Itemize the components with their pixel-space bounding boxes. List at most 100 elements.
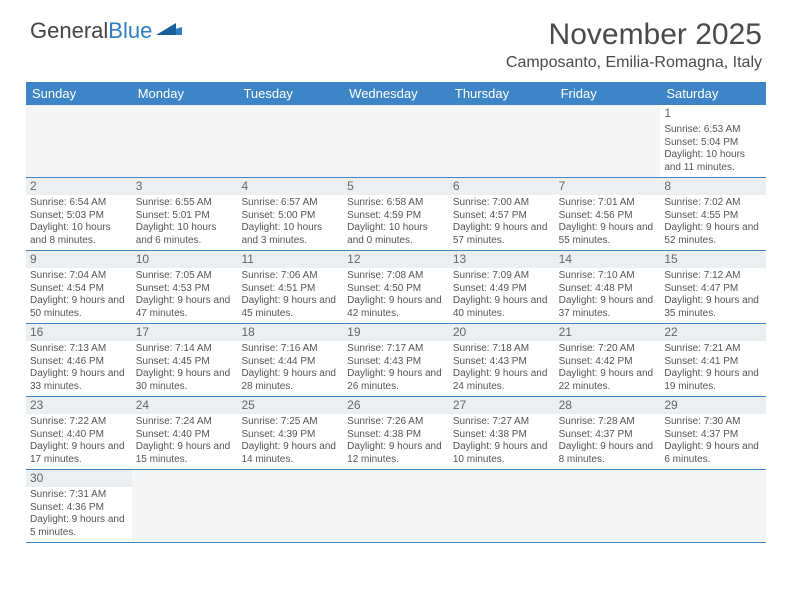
daylight-line: Daylight: 9 hours and 52 minutes. [664, 222, 762, 247]
day-number: 11 [237, 251, 343, 268]
sunrise-line: Sunrise: 7:10 AM [559, 270, 657, 283]
sunset-line: Sunset: 5:04 PM [664, 137, 762, 150]
daylight-line: Daylight: 9 hours and 30 minutes. [136, 368, 234, 393]
daylight-line: Daylight: 9 hours and 8 minutes. [559, 441, 657, 466]
week-row: 30Sunrise: 7:31 AMSunset: 4:36 PMDayligh… [26, 470, 766, 543]
day-cell: 12Sunrise: 7:08 AMSunset: 4:50 PMDayligh… [343, 251, 449, 323]
sunrise-line: Sunrise: 7:16 AM [241, 343, 339, 356]
day-cell: 15Sunrise: 7:12 AMSunset: 4:47 PMDayligh… [660, 251, 766, 323]
empty-cell [555, 470, 661, 542]
sunset-line: Sunset: 4:50 PM [347, 283, 445, 296]
sunrise-line: Sunrise: 7:25 AM [241, 416, 339, 429]
day-number: 14 [555, 251, 661, 268]
sunrise-line: Sunrise: 7:09 AM [453, 270, 551, 283]
empty-cell [449, 470, 555, 542]
empty-cell [26, 105, 132, 177]
day-cell: 2Sunrise: 6:54 AMSunset: 5:03 PMDaylight… [26, 178, 132, 250]
day-cell: 1Sunrise: 6:53 AMSunset: 5:04 PMDaylight… [660, 105, 766, 177]
sunset-line: Sunset: 4:36 PM [30, 502, 128, 515]
day-cell: 27Sunrise: 7:27 AMSunset: 4:38 PMDayligh… [449, 397, 555, 469]
day-cell: 21Sunrise: 7:20 AMSunset: 4:42 PMDayligh… [555, 324, 661, 396]
sunset-line: Sunset: 4:38 PM [453, 429, 551, 442]
sunrise-line: Sunrise: 7:05 AM [136, 270, 234, 283]
day-cell: 28Sunrise: 7:28 AMSunset: 4:37 PMDayligh… [555, 397, 661, 469]
daylight-line: Daylight: 9 hours and 15 minutes. [136, 441, 234, 466]
day-cell: 18Sunrise: 7:16 AMSunset: 4:44 PMDayligh… [237, 324, 343, 396]
day-cell: 13Sunrise: 7:09 AMSunset: 4:49 PMDayligh… [449, 251, 555, 323]
sunset-line: Sunset: 4:47 PM [664, 283, 762, 296]
daylight-line: Daylight: 9 hours and 26 minutes. [347, 368, 445, 393]
day-cell: 7Sunrise: 7:01 AMSunset: 4:56 PMDaylight… [555, 178, 661, 250]
sunset-line: Sunset: 4:40 PM [30, 429, 128, 442]
sunset-line: Sunset: 4:42 PM [559, 356, 657, 369]
day-number: 20 [449, 324, 555, 341]
week-row: 1Sunrise: 6:53 AMSunset: 5:04 PMDaylight… [26, 105, 766, 178]
sunrise-line: Sunrise: 7:30 AM [664, 416, 762, 429]
week-row: 2Sunrise: 6:54 AMSunset: 5:03 PMDaylight… [26, 178, 766, 251]
sunset-line: Sunset: 4:49 PM [453, 283, 551, 296]
daylight-line: Daylight: 10 hours and 3 minutes. [241, 222, 339, 247]
sunset-line: Sunset: 4:41 PM [664, 356, 762, 369]
sunrise-line: Sunrise: 6:55 AM [136, 197, 234, 210]
sunrise-line: Sunrise: 7:06 AM [241, 270, 339, 283]
weekday-header-row: SundayMondayTuesdayWednesdayThursdayFrid… [26, 82, 766, 105]
location: Camposanto, Emilia-Romagna, Italy [506, 54, 762, 72]
day-number: 25 [237, 397, 343, 414]
day-number: 24 [132, 397, 238, 414]
weekday-header: Monday [132, 82, 238, 105]
empty-cell [449, 105, 555, 177]
sunrise-line: Sunrise: 7:17 AM [347, 343, 445, 356]
sunrise-line: Sunrise: 7:20 AM [559, 343, 657, 356]
day-cell: 26Sunrise: 7:26 AMSunset: 4:38 PMDayligh… [343, 397, 449, 469]
daylight-line: Daylight: 9 hours and 5 minutes. [30, 514, 128, 539]
empty-cell [132, 105, 238, 177]
day-cell: 24Sunrise: 7:24 AMSunset: 4:40 PMDayligh… [132, 397, 238, 469]
weekday-header: Saturday [660, 82, 766, 105]
empty-cell [132, 470, 238, 542]
daylight-line: Daylight: 9 hours and 47 minutes. [136, 295, 234, 320]
day-number: 13 [449, 251, 555, 268]
empty-cell [343, 105, 449, 177]
sunset-line: Sunset: 5:03 PM [30, 210, 128, 223]
day-cell: 22Sunrise: 7:21 AMSunset: 4:41 PMDayligh… [660, 324, 766, 396]
sunset-line: Sunset: 4:48 PM [559, 283, 657, 296]
daylight-line: Daylight: 9 hours and 35 minutes. [664, 295, 762, 320]
day-cell: 11Sunrise: 7:06 AMSunset: 4:51 PMDayligh… [237, 251, 343, 323]
sunrise-line: Sunrise: 6:53 AM [664, 124, 762, 137]
daylight-line: Daylight: 10 hours and 8 minutes. [30, 222, 128, 247]
sunset-line: Sunset: 4:39 PM [241, 429, 339, 442]
sunrise-line: Sunrise: 7:31 AM [30, 489, 128, 502]
weekday-header: Tuesday [237, 82, 343, 105]
sunrise-line: Sunrise: 7:12 AM [664, 270, 762, 283]
daylight-line: Daylight: 9 hours and 12 minutes. [347, 441, 445, 466]
sunrise-line: Sunrise: 6:57 AM [241, 197, 339, 210]
day-number: 18 [237, 324, 343, 341]
sunset-line: Sunset: 5:01 PM [136, 210, 234, 223]
daylight-line: Daylight: 9 hours and 24 minutes. [453, 368, 551, 393]
day-cell: 4Sunrise: 6:57 AMSunset: 5:00 PMDaylight… [237, 178, 343, 250]
day-number: 26 [343, 397, 449, 414]
daylight-line: Daylight: 9 hours and 10 minutes. [453, 441, 551, 466]
day-number: 23 [26, 397, 132, 414]
sunset-line: Sunset: 4:59 PM [347, 210, 445, 223]
day-number: 16 [26, 324, 132, 341]
month-title: November 2025 [506, 18, 762, 52]
sunset-line: Sunset: 4:55 PM [664, 210, 762, 223]
sunrise-line: Sunrise: 6:54 AM [30, 197, 128, 210]
daylight-line: Daylight: 9 hours and 17 minutes. [30, 441, 128, 466]
day-number: 21 [555, 324, 661, 341]
logo-word2: Blue [108, 18, 152, 44]
week-row: 9Sunrise: 7:04 AMSunset: 4:54 PMDaylight… [26, 251, 766, 324]
daylight-line: Daylight: 9 hours and 28 minutes. [241, 368, 339, 393]
sunset-line: Sunset: 4:51 PM [241, 283, 339, 296]
sunset-line: Sunset: 4:46 PM [30, 356, 128, 369]
empty-cell [237, 105, 343, 177]
sunrise-line: Sunrise: 7:26 AM [347, 416, 445, 429]
daylight-line: Daylight: 9 hours and 19 minutes. [664, 368, 762, 393]
header: GeneralBlue November 2025 Camposanto, Em… [0, 0, 792, 76]
day-cell: 19Sunrise: 7:17 AMSunset: 4:43 PMDayligh… [343, 324, 449, 396]
sunset-line: Sunset: 4:37 PM [664, 429, 762, 442]
empty-cell [660, 470, 766, 542]
day-cell: 16Sunrise: 7:13 AMSunset: 4:46 PMDayligh… [26, 324, 132, 396]
empty-cell [237, 470, 343, 542]
